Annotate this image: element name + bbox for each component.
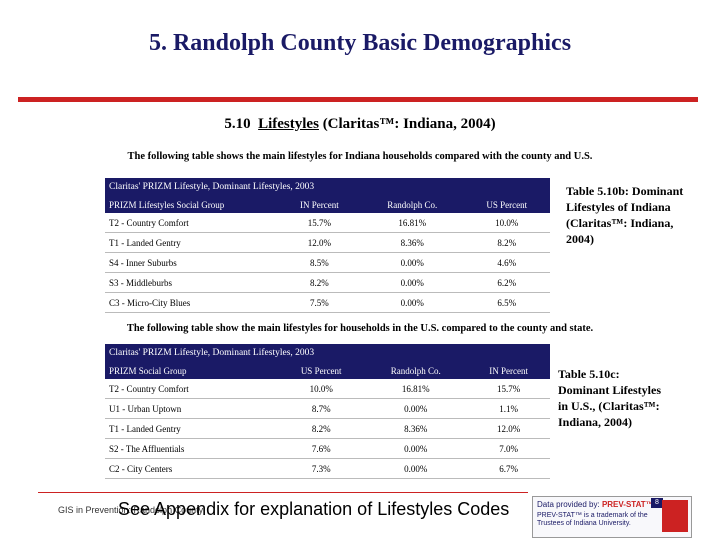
cell-value: 0.00% bbox=[364, 398, 468, 419]
column-header: Randolph Co. bbox=[364, 362, 468, 379]
table-row: S4 - Inner Suburbs 8.5% 0.00% 4.6% bbox=[105, 252, 550, 273]
footer-appendix-note: See Appendix for explanation of Lifestyl… bbox=[118, 499, 510, 519]
cell-group: T2 - Country Comfort bbox=[105, 379, 278, 399]
table-row: S2 - The Affluentials 7.6% 0.00% 7.0% bbox=[105, 438, 550, 459]
logo-trademark-line: PREV-STAT™ is a trademark of the Trustee… bbox=[537, 512, 648, 527]
cell-value: 7.6% bbox=[278, 438, 365, 459]
intro-text-indiana: The following table shows the main lifes… bbox=[127, 151, 593, 162]
table-side-label-indiana: Table 5.10b: Dominant Lifestyles of Indi… bbox=[566, 184, 684, 246]
table-row: T1 - Landed Gentry 8.2% 8.36% 12.0% bbox=[105, 418, 550, 439]
column-header: US Percent bbox=[463, 196, 550, 213]
cell-value: 0.00% bbox=[364, 438, 468, 459]
cell-value: 16.81% bbox=[360, 213, 464, 233]
cell-value: 1.1% bbox=[467, 398, 550, 419]
table-indiana-lifestyles: Claritas' PRIZM Lifestyle, Dominant Life… bbox=[105, 178, 550, 313]
column-header: US Percent bbox=[278, 362, 365, 379]
cell-value: 7.3% bbox=[278, 458, 365, 479]
table-us-lifestyles: Claritas' PRIZM Lifestyle, Dominant Life… bbox=[105, 344, 550, 479]
column-header: IN Percent bbox=[467, 362, 550, 379]
cell-value: 8.7% bbox=[278, 398, 365, 419]
page-number: 8 bbox=[651, 498, 663, 508]
table-row: U1 - Urban Uptown 8.7% 0.00% 1.1% bbox=[105, 398, 550, 419]
cell-value: 8.2% bbox=[278, 418, 365, 439]
table-row: T2 - Country Comfort 15.7% 16.81% 10.0% bbox=[105, 213, 550, 233]
cell-value: 8.36% bbox=[364, 418, 468, 439]
cell-value: 7.5% bbox=[278, 292, 361, 313]
cell-group: C3 - Micro-City Blues bbox=[105, 292, 278, 313]
intro-text-us: The following table show the main lifest… bbox=[126, 323, 594, 334]
column-header: IN Percent bbox=[278, 196, 361, 213]
indiana-map-icon bbox=[662, 500, 688, 532]
cell-value: 16.81% bbox=[364, 379, 468, 399]
table-row: C2 - City Centers 7.3% 0.00% 6.7% bbox=[105, 458, 550, 479]
column-header: PRIZM Social Group bbox=[105, 362, 278, 379]
table-row: T1 - Landed Gentry 12.0% 8.36% 8.2% bbox=[105, 232, 550, 253]
cell-value: 0.00% bbox=[360, 272, 464, 293]
cell-group: T1 - Landed Gentry bbox=[105, 418, 278, 439]
cell-group: U1 - Urban Uptown bbox=[105, 398, 278, 419]
cell-value: 0.00% bbox=[364, 458, 468, 479]
cell-group: T2 - Country Comfort bbox=[105, 213, 278, 233]
cell-value: 15.7% bbox=[467, 379, 550, 399]
table-caption: Claritas' PRIZM Lifestyle, Dominant Life… bbox=[105, 178, 550, 196]
cell-value: 8.2% bbox=[278, 272, 361, 293]
logo-provider-line: Data provided by: PREV-STAT™ bbox=[537, 500, 654, 509]
footer-divider bbox=[38, 492, 528, 493]
table-row: T2 - Country Comfort 10.0% 16.81% 15.7% bbox=[105, 379, 550, 399]
cell-value: 0.00% bbox=[360, 252, 464, 273]
page-title: 5. Randolph County Basic Demographics bbox=[148, 30, 572, 56]
cell-value: 10.0% bbox=[463, 213, 550, 233]
table-row: C3 - Micro-City Blues 7.5% 0.00% 6.5% bbox=[105, 292, 550, 313]
cell-value: 12.0% bbox=[278, 232, 361, 253]
cell-value: 6.2% bbox=[463, 272, 550, 293]
logo-prefix: Data provided by: bbox=[537, 500, 602, 509]
cell-value: 8.36% bbox=[360, 232, 464, 253]
cell-value: 8.2% bbox=[463, 232, 550, 253]
subtitle-topic: Lifestyles bbox=[258, 116, 319, 132]
cell-value: 12.0% bbox=[467, 418, 550, 439]
cell-group: S2 - The Affluentials bbox=[105, 438, 278, 459]
cell-group: T1 - Landed Gentry bbox=[105, 232, 278, 253]
table-side-label-us: Table 5.10c: Dominant Lifestyles in U.S.… bbox=[558, 367, 661, 429]
column-header: Randolph Co. bbox=[360, 196, 464, 213]
section-subtitle: 5.10 Lifestyles (Claritas™: Indiana, 200… bbox=[0, 116, 720, 133]
title-divider bbox=[18, 97, 698, 102]
prev-stat-logo: Data provided by: PREV-STAT™ PREV-STAT™ … bbox=[532, 496, 692, 538]
cell-value: 0.00% bbox=[360, 292, 464, 313]
cell-group: C2 - City Centers bbox=[105, 458, 278, 479]
table-row: S3 - Middleburbs 8.2% 0.00% 6.2% bbox=[105, 272, 550, 293]
cell-value: 15.7% bbox=[278, 213, 361, 233]
cell-value: 7.0% bbox=[467, 438, 550, 459]
cell-group: S4 - Inner Suburbs bbox=[105, 252, 278, 273]
cell-value: 10.0% bbox=[278, 379, 365, 399]
subtitle-source: (Claritas™: Indiana, 2004) bbox=[318, 116, 496, 132]
subtitle-number: 5.10 bbox=[224, 116, 251, 132]
footer-source-text: GIS in Prevention: Randolph County bbox=[58, 505, 204, 515]
table-caption: Claritas' PRIZM Lifestyle, Dominant Life… bbox=[105, 344, 550, 362]
cell-value: 4.6% bbox=[463, 252, 550, 273]
logo-brand: PREV-STAT™ bbox=[601, 500, 654, 509]
cell-value: 6.7% bbox=[467, 458, 550, 479]
cell-value: 8.5% bbox=[278, 252, 361, 273]
column-header: PRIZM Lifestyles Social Group bbox=[105, 196, 278, 213]
cell-value: 6.5% bbox=[463, 292, 550, 313]
cell-group: S3 - Middleburbs bbox=[105, 272, 278, 293]
